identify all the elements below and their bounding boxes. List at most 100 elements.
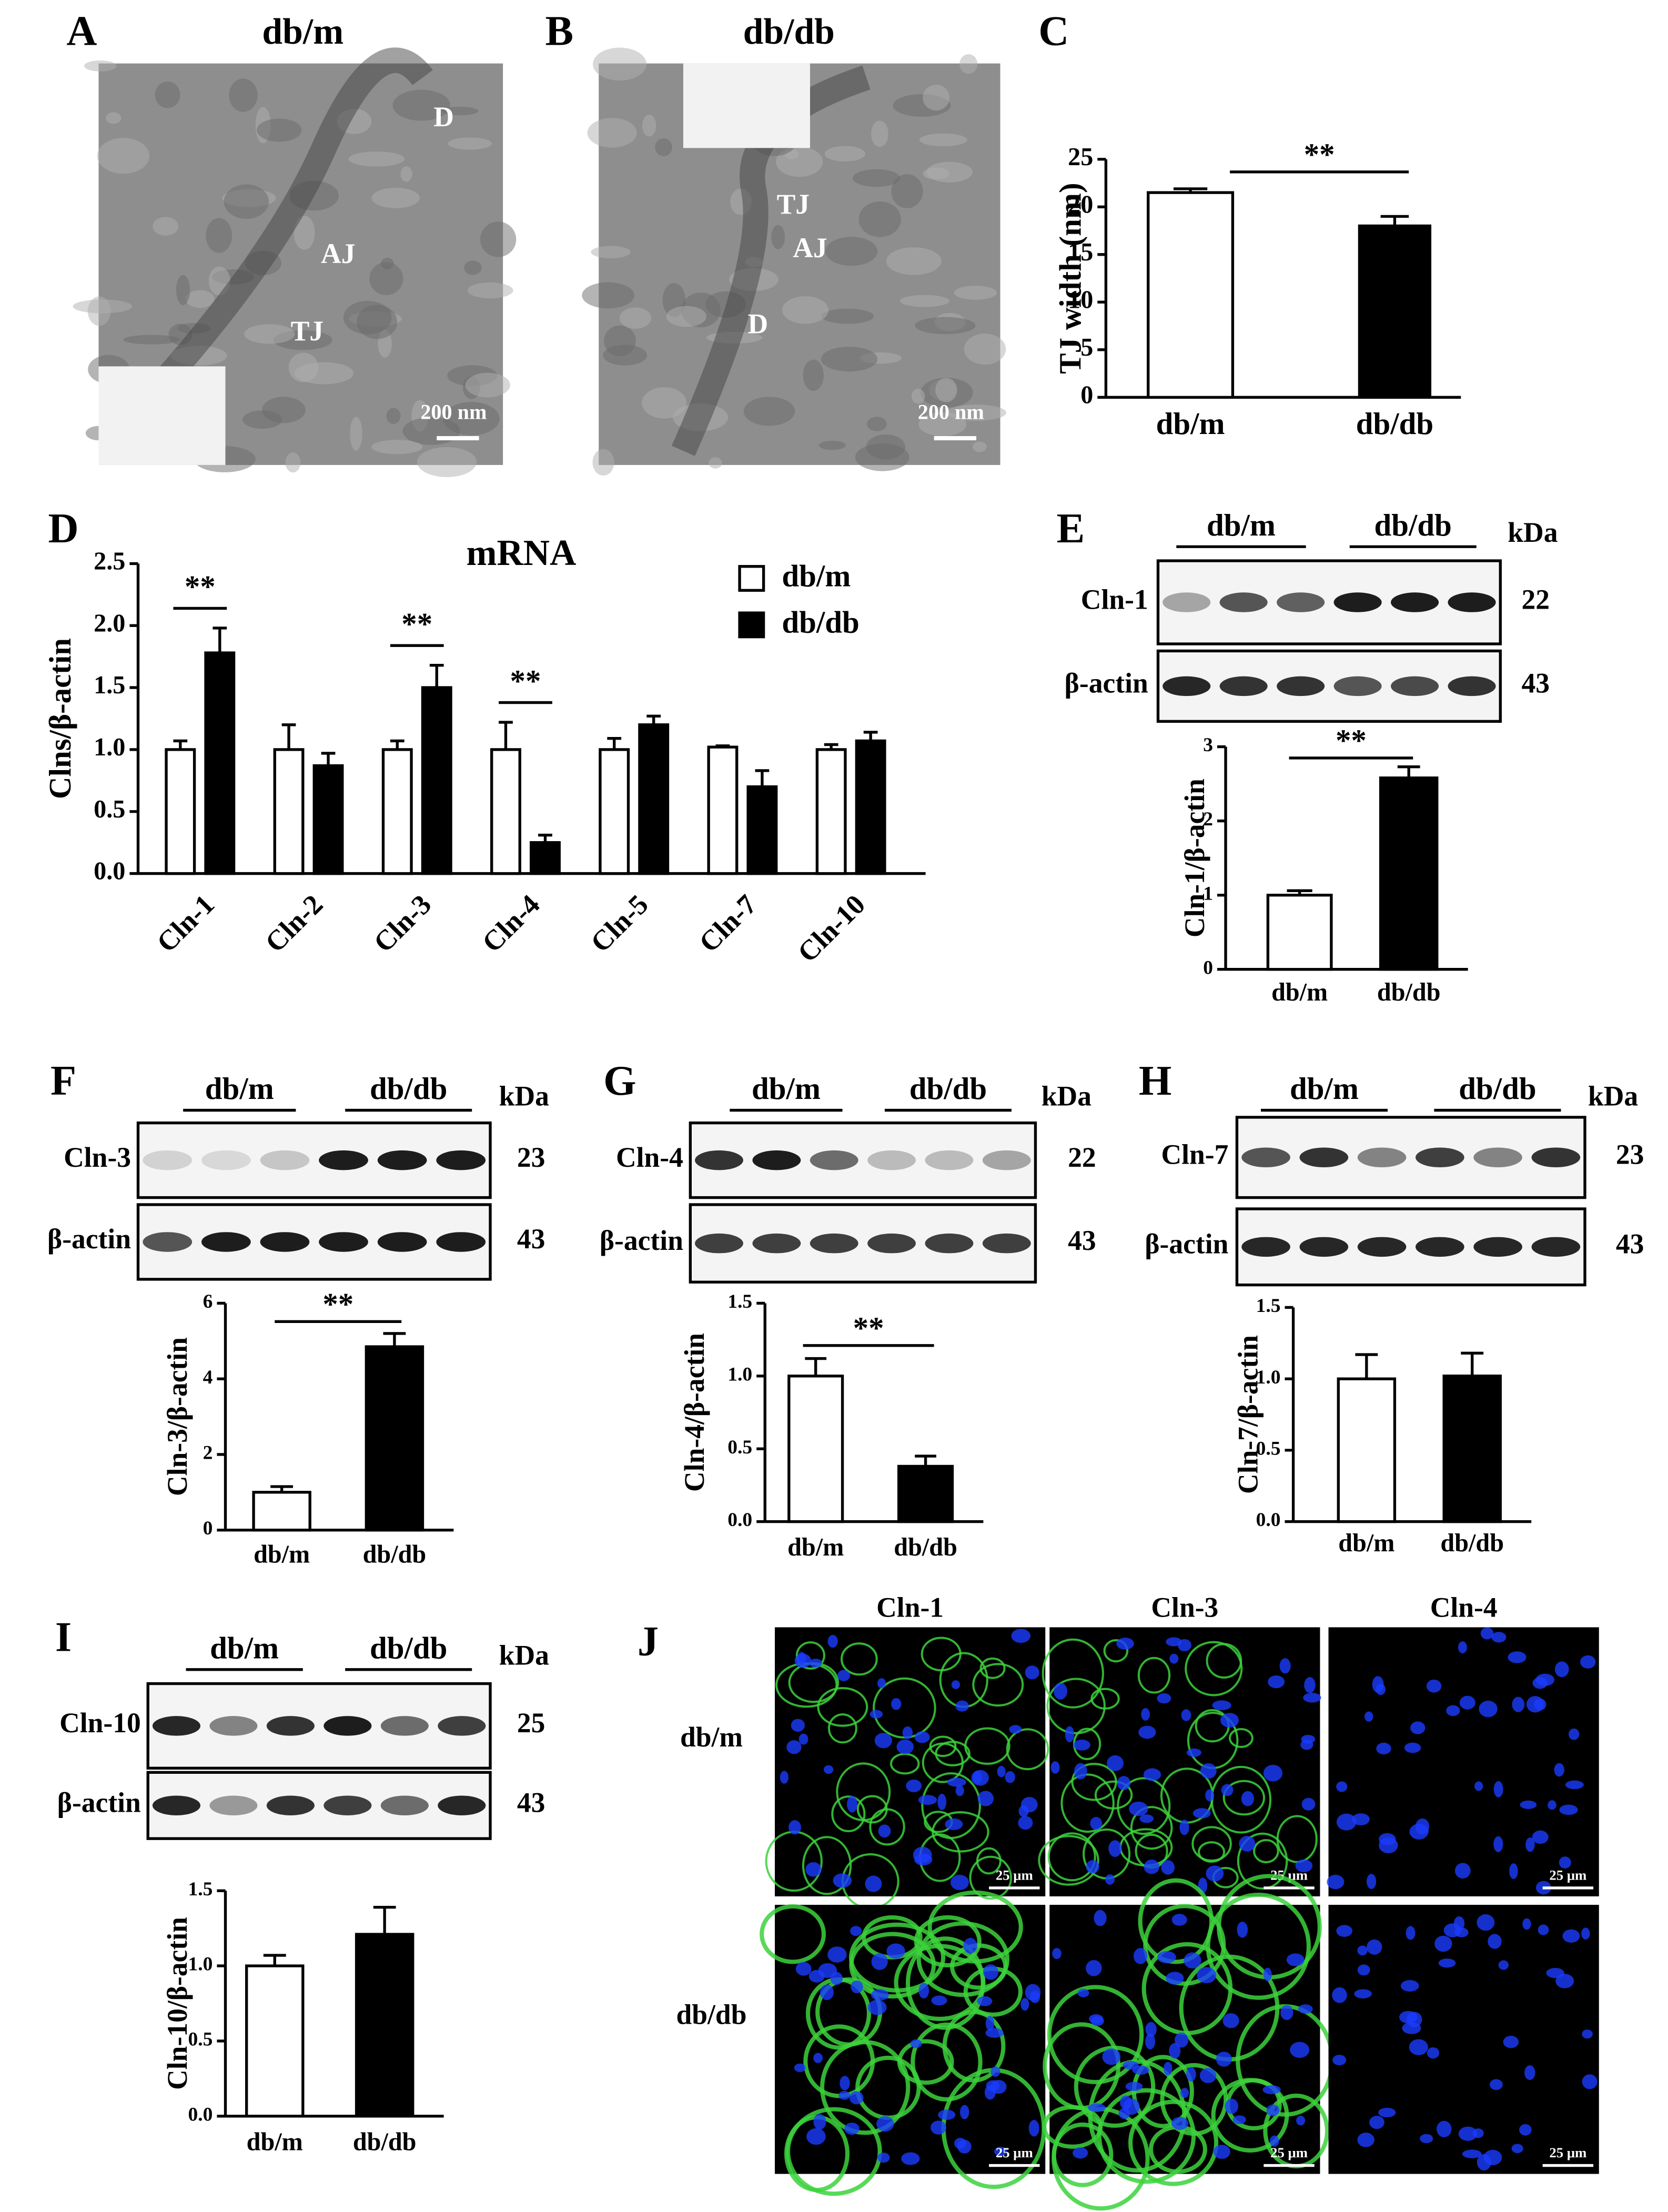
nucleus [931,1995,947,2006]
texture [242,410,282,429]
nucleus [1555,1974,1574,1988]
bar [855,739,886,875]
nucleus [1025,1665,1039,1680]
membrane-signal [786,2107,882,2196]
error-bar [321,752,336,766]
nucleus [1554,1763,1564,1777]
nucleus [1332,1987,1347,2003]
scale-bar-label: 25 μm [996,2145,1033,2160]
structure-label: TJ [291,315,324,347]
protein-label: β-actin [600,1225,683,1256]
nucleus [1166,1637,1182,1647]
significance: ** [1336,723,1367,758]
nucleus [1241,1791,1255,1806]
nucleus [806,2128,826,2145]
nucleus [877,2153,890,2163]
bar [1266,893,1333,971]
nucleus [1548,1800,1556,1810]
nucleus [1477,1914,1495,1931]
row-label: db/db [676,1999,746,2031]
nucleus [1177,1639,1191,1652]
texture [655,138,672,156]
nucleus [1262,2085,1281,2095]
x-tick-label: db/db [894,1533,957,1561]
scale-bar-label: 25 μm [1270,2145,1308,2160]
blot [136,1203,492,1281]
membrane-signal [911,2022,983,2102]
nucleus [896,1739,914,1754]
y-tick-label: 5 [1080,334,1093,361]
band [752,1233,801,1254]
nucleus [1239,1835,1256,1852]
band [810,1233,858,1254]
nucleus [1086,1860,1099,1874]
membrane-signal [802,1836,852,1895]
x-tick-label: db/m [247,2128,303,2156]
texture [825,237,878,266]
significance: ** [322,1287,353,1321]
texture [891,174,923,208]
lumen [683,63,810,148]
nucleus [794,2063,806,2073]
texture [371,187,420,208]
membrane-signal [929,1735,957,1758]
nucleus [1180,2088,1189,2098]
membrane-signal [927,1890,1023,1964]
texture [343,300,392,335]
error-bar [1355,1353,1378,1379]
texture [935,378,957,402]
nucleus [990,2066,1000,2077]
membrane-signal [1131,2055,1194,2128]
membrane-signal [972,1663,1024,1707]
nucleus [902,1726,913,1739]
nucleus [1301,1797,1316,1811]
unit-label: kDa [1508,517,1558,548]
texture [886,247,942,275]
texture [467,282,513,299]
nucleus [878,1824,891,1838]
nucleus [931,2120,947,2135]
nucleus [1300,1740,1313,1750]
nucleus [1192,1808,1211,1819]
texture [392,89,451,121]
nucleus [1379,1833,1396,1845]
membrane-signal [1071,1763,1117,1801]
nucleus [1479,1700,1498,1718]
membrane-signal [1117,1777,1171,1835]
significance: ** [510,663,541,698]
membrane-signal [1206,1893,1311,2000]
bar [1379,776,1439,971]
texture [915,317,976,335]
x-tick-label: Cln-1 [150,888,220,958]
band [982,1150,1031,1170]
nucleus [1399,2011,1418,2024]
kda-label: 22 [1068,1142,1096,1173]
significance: ** [1304,137,1335,172]
membrane-signal [1229,1728,1253,1748]
nucleus [1164,2062,1172,2076]
membrane-signal [1185,1641,1243,1696]
membrane-signal [1088,2059,1187,2173]
nucleus [1511,2144,1523,2154]
nucleus [867,1999,887,2015]
kda-label: 23 [1616,1139,1644,1170]
y-axis-label: TJ width (nm) [1053,183,1087,373]
panel-letter: H [1139,1057,1171,1104]
x-tick-label: Cln-7 [693,888,763,958]
texture [867,417,887,431]
nucleus [1269,2135,1279,2147]
nucleus [1446,1705,1460,1716]
nucleus [1519,2124,1532,2136]
texture [185,290,215,308]
band [1416,1237,1464,1257]
texture [288,352,319,382]
panel-letter: J [638,1618,659,1665]
texture [911,389,925,404]
nucleus [1009,1725,1022,1734]
y-tick-label: 0 [203,1518,213,1539]
nucleus [1426,1679,1442,1693]
texture [229,78,258,112]
texture [900,295,949,307]
